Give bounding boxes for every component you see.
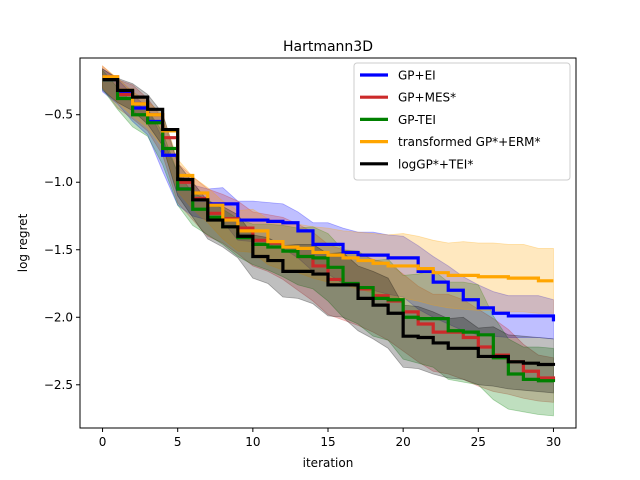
x-axis-label: iteration — [303, 456, 354, 470]
legend-label-3: transformed GP*+ERM* — [398, 135, 541, 149]
x-tick-label: 25 — [471, 435, 486, 449]
x-tick-label: 15 — [320, 435, 335, 449]
chart-title: Hartmann3D — [283, 39, 373, 55]
series-lines — [102, 75, 556, 383]
y-tick-label: −1.0 — [44, 175, 73, 189]
y-axis-label: log regret — [16, 213, 30, 272]
band-series-3 — [102, 65, 554, 314]
x-tick-label: 0 — [99, 435, 107, 449]
legend-label-4: logGP*+TEI* — [398, 157, 473, 171]
x-tick-label: 5 — [174, 435, 182, 449]
x-tick-label: 20 — [396, 435, 411, 449]
line-series-2 — [102, 78, 556, 383]
legend-label-1: GP+MES* — [398, 91, 456, 105]
x-axis-ticks: 0 5 10 15 20 25 30 — [99, 428, 561, 449]
line-series-4 — [102, 78, 556, 367]
y-tick-label: −2.0 — [44, 310, 73, 324]
y-tick-label: −2.5 — [44, 378, 73, 392]
x-tick-label: 30 — [546, 435, 561, 449]
legend-frame — [353, 62, 571, 181]
y-tick-label: −0.5 — [44, 108, 73, 122]
legend: GP+EI GP+MES* GP-TEI transformed GP*+ERM* lo… — [353, 62, 571, 181]
legend-label-0: GP+EI — [398, 69, 436, 83]
legend-label-2: GP-TEI — [398, 113, 436, 127]
x-tick-label: 10 — [245, 435, 260, 449]
y-tick-label: −1.5 — [44, 243, 73, 257]
line-series-0 — [102, 78, 556, 322]
y-axis-ticks: −0.5 −1.0 −1.5 −2.0 −2.5 — [44, 108, 80, 392]
